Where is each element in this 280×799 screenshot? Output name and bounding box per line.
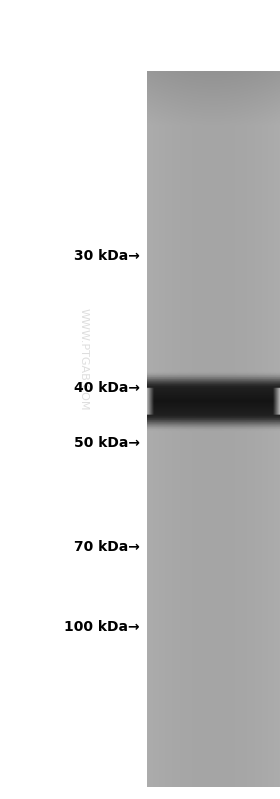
Text: 70 kDa→: 70 kDa→	[74, 540, 140, 555]
Text: WWW.PTGAB.COM: WWW.PTGAB.COM	[79, 308, 89, 411]
Text: 50 kDa→: 50 kDa→	[74, 436, 140, 451]
Text: 40 kDa→: 40 kDa→	[74, 380, 140, 395]
Text: 100 kDa→: 100 kDa→	[64, 620, 140, 634]
Text: 30 kDa→: 30 kDa→	[74, 248, 140, 263]
